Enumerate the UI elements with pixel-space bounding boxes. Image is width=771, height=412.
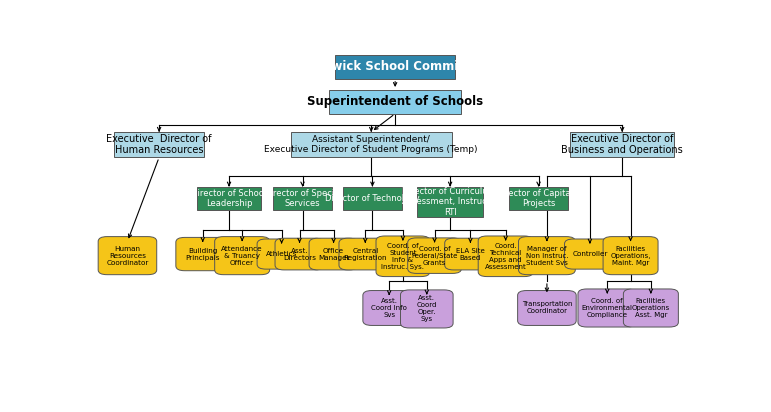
- Text: Building
Principals: Building Principals: [186, 248, 220, 260]
- Text: Coord. of
Student
Info &
Instruc. Sys.: Coord. of Student Info & Instruc. Sys.: [382, 243, 424, 270]
- FancyBboxPatch shape: [603, 236, 658, 275]
- FancyBboxPatch shape: [363, 290, 416, 325]
- Text: Director of Curriculum,
Assessment, Instruc. &
RTI: Director of Curriculum, Assessment, Inst…: [402, 187, 498, 217]
- FancyBboxPatch shape: [570, 132, 675, 157]
- Text: Executive Director of
Business and Operations: Executive Director of Business and Opera…: [561, 134, 683, 155]
- Text: Central
Registration: Central Registration: [344, 248, 387, 260]
- FancyBboxPatch shape: [445, 238, 496, 270]
- FancyBboxPatch shape: [478, 236, 534, 276]
- FancyBboxPatch shape: [197, 187, 261, 211]
- Text: Director of Capital &
Projects: Director of Capital & Projects: [496, 189, 581, 208]
- Text: Executive  Director of
Human Resources: Executive Director of Human Resources: [106, 134, 212, 155]
- Text: Assistant Superintendent/
Executive Director of Student Programs (Temp): Assistant Superintendent/ Executive Dire…: [264, 135, 478, 154]
- Text: Athletics: Athletics: [266, 251, 298, 257]
- FancyBboxPatch shape: [176, 237, 230, 271]
- Text: Director of Technology: Director of Technology: [325, 194, 419, 203]
- FancyBboxPatch shape: [517, 290, 576, 325]
- Text: Coord.
Technical
Apps and
Assessment: Coord. Technical Apps and Assessment: [485, 243, 527, 270]
- Text: Transportation
Coordinator: Transportation Coordinator: [522, 302, 572, 314]
- Text: Asst.
Coord Info
Svs: Asst. Coord Info Svs: [371, 298, 407, 318]
- Text: Asst.
Coord
Oper.
Sys: Asst. Coord Oper. Sys: [416, 295, 437, 323]
- Text: Facilities
Operations,
Maint. Mgr: Facilities Operations, Maint. Mgr: [611, 246, 651, 266]
- FancyBboxPatch shape: [98, 236, 157, 275]
- Text: Coord. of
Environmental
Compliance: Coord. of Environmental Compliance: [582, 298, 633, 318]
- FancyBboxPatch shape: [342, 187, 402, 211]
- Text: Human
Resources
Coordinator: Human Resources Coordinator: [106, 246, 149, 266]
- FancyBboxPatch shape: [335, 55, 455, 79]
- FancyBboxPatch shape: [339, 238, 392, 270]
- FancyBboxPatch shape: [519, 236, 575, 275]
- FancyBboxPatch shape: [275, 238, 324, 270]
- FancyBboxPatch shape: [291, 132, 452, 157]
- FancyBboxPatch shape: [257, 239, 306, 269]
- Text: Asst.
Directors: Asst. Directors: [283, 248, 316, 260]
- FancyBboxPatch shape: [309, 238, 358, 270]
- FancyBboxPatch shape: [273, 187, 332, 211]
- FancyBboxPatch shape: [214, 236, 270, 275]
- Text: Superintendent of Schools: Superintendent of Schools: [307, 95, 483, 108]
- FancyBboxPatch shape: [114, 132, 204, 157]
- FancyBboxPatch shape: [376, 236, 429, 276]
- Text: Director of Special
Services: Director of Special Services: [264, 189, 342, 208]
- Text: Office
Manager: Office Manager: [318, 248, 349, 260]
- FancyBboxPatch shape: [564, 239, 615, 269]
- FancyBboxPatch shape: [417, 187, 483, 217]
- FancyBboxPatch shape: [578, 289, 637, 327]
- FancyBboxPatch shape: [624, 289, 678, 327]
- Text: Attendance
& Truancy
Officer: Attendance & Truancy Officer: [221, 246, 263, 266]
- Text: Warwick School Committee: Warwick School Committee: [305, 61, 486, 73]
- FancyBboxPatch shape: [329, 90, 461, 114]
- Text: Controller: Controller: [572, 251, 608, 257]
- FancyBboxPatch shape: [400, 290, 453, 328]
- FancyBboxPatch shape: [408, 238, 462, 274]
- Text: Facilities
Operations
Asst. Mgr: Facilities Operations Asst. Mgr: [631, 298, 670, 318]
- Text: Coord. of
Federal/State
Grants: Coord. of Federal/State Grants: [412, 246, 458, 266]
- Text: Director of School
Leadership: Director of School Leadership: [191, 189, 267, 208]
- Text: ELA Site
Based: ELA Site Based: [456, 248, 485, 260]
- Text: Manager of
Non Instruc.
Student Svs: Manager of Non Instruc. Student Svs: [526, 246, 568, 266]
- FancyBboxPatch shape: [509, 187, 568, 211]
